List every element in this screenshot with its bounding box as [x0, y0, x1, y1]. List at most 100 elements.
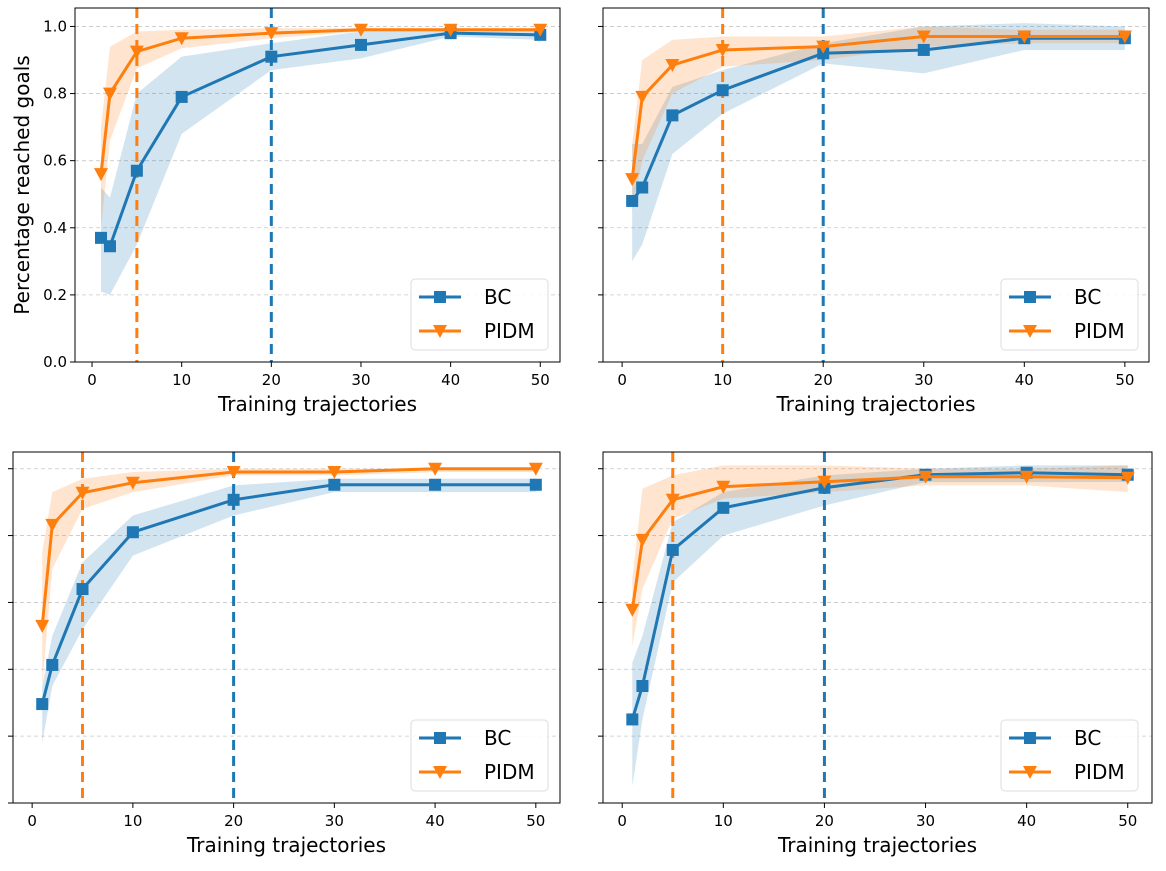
series-line-pidm [630, 475, 1128, 610]
data-point-bc [354, 38, 367, 51]
data-point-bc [626, 713, 639, 726]
subplot-top-right: 0 10 20 30 40 50 Training trajectories BC PIDM [598, 7, 1150, 416]
legend-label-bc: BC [484, 726, 511, 750]
data-point-bc [636, 181, 649, 194]
legend-marker-square-icon [434, 291, 446, 303]
x-tick-label: 50 [1118, 812, 1137, 830]
data-point-bc [529, 478, 542, 491]
legend: BC PIDM [410, 278, 549, 351]
x-tick-label: 30 [325, 812, 344, 830]
confidence-band-bc [42, 478, 536, 743]
data-point-bc [717, 501, 730, 514]
x-tick-label: 10 [713, 371, 732, 389]
data-point-pidm [125, 476, 140, 490]
data-point-pidm [174, 32, 189, 46]
data-point-bc [429, 478, 442, 491]
data-point-bc [76, 583, 89, 596]
x-tick-label: 40 [426, 812, 445, 830]
x-tick-label: 20 [815, 812, 834, 830]
data-point-bc [130, 164, 143, 177]
x-tick-label: 50 [531, 371, 550, 389]
legend-marker-triangle-icon [433, 766, 447, 779]
x-tick-label: 10 [123, 812, 142, 830]
y-tick-label: 1.0 [43, 17, 67, 35]
data-point-pidm [428, 462, 443, 476]
confidence-band-pidm [632, 465, 1128, 646]
data-point-bc [626, 194, 639, 207]
data-point-bc [328, 478, 341, 491]
data-point-pidm [918, 470, 933, 484]
x-tick-label: 40 [1015, 371, 1034, 389]
data-point-pidm [533, 23, 548, 37]
subplot-top-left: 0.0 0.2 0.4 0.6 0.8 1.0 0 10 20 30 40 50 Training tr… [10, 7, 561, 416]
legend-label-bc: BC [1074, 726, 1101, 750]
x-tick-label: 0 [87, 371, 97, 389]
confidence-band-bc [632, 23, 1125, 262]
data-point-pidm [129, 45, 144, 59]
x-axis-label: Training trajectories [777, 833, 977, 857]
x-tick-label: 30 [351, 371, 370, 389]
data-point-pidm [264, 27, 279, 41]
y-axis-label: Percentage reached goals [10, 55, 34, 314]
data-point-bc [36, 698, 49, 711]
legend-label-pidm: PIDM [1074, 760, 1125, 784]
data-point-pidm [45, 518, 60, 532]
legend-marker-square-icon [1024, 732, 1036, 744]
series-line-bc [630, 36, 1125, 202]
y-tick-label: 0.2 [43, 286, 67, 304]
data-point-pidm [635, 90, 650, 104]
x-tick-label: 0 [27, 812, 37, 830]
axes-frame [74, 7, 561, 363]
legend-label-bc: BC [484, 285, 511, 309]
x-tick-label: 30 [914, 371, 933, 389]
data-point-bc [126, 526, 139, 539]
x-tick-label: 30 [916, 812, 935, 830]
x-tick-label: 20 [262, 371, 281, 389]
data-point-pidm [665, 59, 680, 73]
x-tick-label: 50 [526, 812, 545, 830]
data-point-pidm [625, 603, 640, 617]
data-point-bc [103, 240, 116, 253]
x-tick-label: 10 [172, 371, 191, 389]
data-point-bc [227, 493, 240, 506]
y-tick-label: 0.4 [43, 219, 67, 237]
x-axis-label: Training trajectories [186, 833, 386, 857]
legend: BC PIDM [410, 719, 549, 792]
axes-frame [12, 451, 561, 804]
data-point-pidm [443, 23, 458, 37]
legend-marker-square-icon [1024, 291, 1036, 303]
data-point-bc [666, 543, 679, 556]
data-point-pidm [816, 40, 831, 54]
subplot-bottom-right: 0 10 20 30 40 50 Training trajectories BC PIDM [598, 451, 1153, 857]
data-point-pidm [1120, 471, 1135, 485]
data-point-bc [175, 90, 188, 103]
x-tick-label: 40 [441, 371, 460, 389]
x-tick-label: 40 [1017, 812, 1036, 830]
data-point-pidm [75, 486, 90, 500]
series-line-pidm [99, 28, 541, 175]
data-point-pidm [528, 462, 543, 476]
legend-label-bc: BC [1074, 285, 1101, 309]
legend-label-pidm: PIDM [1074, 319, 1125, 343]
data-point-pidm [665, 493, 680, 507]
x-tick-label: 20 [224, 812, 243, 830]
data-point-pidm [93, 168, 108, 182]
data-point-pidm [1117, 30, 1132, 44]
x-tick-label: 0 [617, 812, 627, 830]
data-point-bc [666, 109, 679, 122]
legend: BC PIDM [1000, 278, 1139, 351]
confidence-band-bc [100, 29, 541, 295]
data-point-bc [917, 43, 930, 56]
data-point-pidm [716, 480, 731, 494]
data-point-pidm [353, 23, 368, 37]
confidence-band-pidm [632, 26, 1125, 212]
series-line-bc [40, 483, 536, 705]
x-tick-label: 0 [617, 371, 627, 389]
axes-frame [602, 7, 1150, 363]
data-point-pidm [1017, 30, 1032, 44]
x-tick-label: 10 [714, 812, 733, 830]
data-point-bc [636, 680, 649, 692]
data-point-pidm [1019, 470, 1034, 484]
x-tick-label: 20 [814, 371, 833, 389]
